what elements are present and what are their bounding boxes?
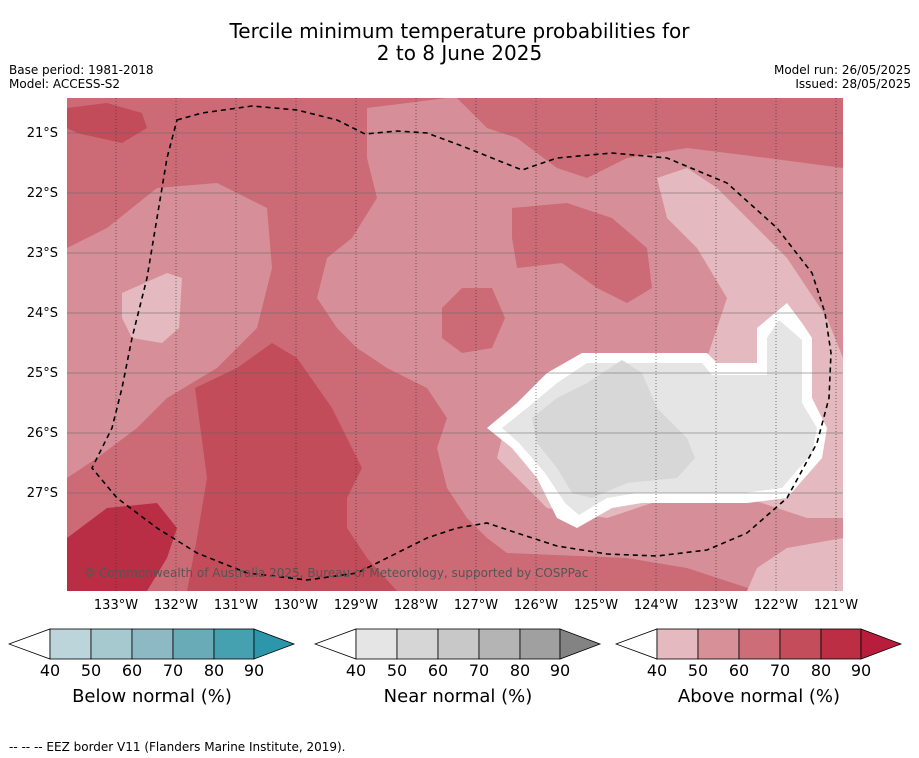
model-name: Model: ACCESS-S2 [9, 77, 121, 91]
colorbar-below-max-arrow [253, 628, 296, 660]
lon-label: 133°W [93, 598, 139, 613]
map-title: Tercile minimum temperature probabilitie… [0, 20, 919, 64]
lat-label: 25°S [26, 366, 58, 381]
lon-label: 131°W [213, 598, 259, 613]
colorbar-above-bin [779, 628, 822, 660]
field-above-40-se [747, 538, 843, 591]
colorbar-near-tick: 40 [345, 661, 367, 680]
colorbar-near-tick: 50 [386, 661, 408, 680]
colorbar-near-bin [478, 628, 521, 660]
colorbar-below-title: Below normal (%) [72, 686, 232, 707]
lat-label: 27°S [26, 486, 58, 501]
colorbar-near-tick: 80 [509, 661, 531, 680]
colorbar-above-min-arrow [615, 628, 658, 660]
colorbar-above-tick: 80 [810, 661, 832, 680]
colorbar-near-min-arrow [314, 628, 357, 660]
lat-label: 22°S [26, 186, 58, 201]
colorbar-above-max-arrow [860, 628, 903, 660]
colorbar-above-bin [697, 628, 740, 660]
colorbar-below-tick: 50 [80, 661, 102, 680]
colorbar-above-title: Above normal (%) [677, 686, 841, 707]
colorbar-near-tick: 60 [427, 661, 449, 680]
lon-label: 121°W [813, 598, 859, 613]
lon-label: 132°W [153, 598, 199, 613]
field-above-60-mid2 [442, 288, 505, 353]
colorbar-below-tick: 80 [203, 661, 225, 680]
title-line-2: 2 to 8 June 2025 [376, 41, 543, 65]
meta-left: Base period: 1981-2018 Model: ACCESS-S2 [9, 63, 154, 91]
lon-label: 124°W [633, 598, 679, 613]
lon-label: 122°W [753, 598, 799, 613]
colorbar-near-bin [355, 628, 398, 660]
colorbar-above-bin [738, 628, 781, 660]
colorbar-below-tick: 40 [39, 661, 61, 680]
colorbar-near-bin [519, 628, 561, 660]
lon-label: 128°W [393, 598, 439, 613]
meta-right: Model run: 26/05/2025 Issued: 28/05/2025 [774, 63, 911, 91]
lon-label: 126°W [513, 598, 559, 613]
title-line-1: Tercile minimum temperature probabilitie… [229, 19, 690, 43]
eez-legend-note: -- -- -- EEZ border V11 (Flanders Marine… [9, 740, 346, 754]
lon-label: 127°W [453, 598, 499, 613]
colorbar-above-tick: 70 [769, 661, 791, 680]
lon-label: 130°W [273, 598, 319, 613]
lon-label: 125°W [573, 598, 619, 613]
colorbar-above-tick: 60 [728, 661, 750, 680]
colorbar-above-bin [820, 628, 862, 660]
lat-gridlines [67, 132, 843, 494]
probability-map: © Commonwealth of Australia 2025, Bureau… [67, 98, 843, 591]
colorbar-near-bin [396, 628, 439, 660]
colorbar-near [314, 628, 602, 660]
lat-label: 23°S [26, 246, 58, 261]
eez-border [91, 105, 832, 581]
colorbar-below-tick: 60 [121, 661, 143, 680]
lon-label: 129°W [333, 598, 379, 613]
colorbar-near-title: Near normal (%) [383, 686, 533, 707]
colorbar-above [615, 628, 903, 660]
colorbar-below-bin [49, 628, 92, 660]
colorbar-near-tick: 70 [468, 661, 490, 680]
field-above-70-south [187, 343, 397, 591]
colorbar-above-tick: 90 [850, 661, 872, 680]
colorbar-below-bin [172, 628, 215, 660]
field-near-50 [532, 360, 695, 498]
colorbar-above-tick: 40 [646, 661, 668, 680]
colorbar-below-bin [131, 628, 174, 660]
colorbar-below-bin [213, 628, 255, 660]
field-above-60-topright [457, 98, 843, 178]
colorbar-below-min-arrow [8, 628, 51, 660]
lat-label: 26°S [26, 426, 58, 441]
colorbar-below-bin [90, 628, 133, 660]
base-period: Base period: 1981-2018 [9, 63, 154, 77]
colorbar-near-bin [437, 628, 480, 660]
lat-label: 21°S [26, 126, 58, 141]
colorbar-near-tick: 90 [549, 661, 571, 680]
colorbar-above-bin [656, 628, 699, 660]
colorbar-below-tick: 70 [162, 661, 184, 680]
colorbar-below [8, 628, 296, 660]
lat-label: 24°S [26, 306, 58, 321]
field-above-80-sw [67, 503, 177, 591]
issued-date: Issued: 28/05/2025 [795, 77, 911, 91]
lon-label: 123°W [693, 598, 739, 613]
colorbar-above-tick: 50 [687, 661, 709, 680]
map-svg: © Commonwealth of Australia 2025, Bureau… [67, 98, 843, 591]
colorbar-below-tick: 90 [243, 661, 265, 680]
model-run: Model run: 26/05/2025 [773, 63, 911, 77]
lon-gridlines [115, 98, 837, 591]
colorbar-near-max-arrow [559, 628, 602, 660]
copyright-text: © Commonwealth of Australia 2025, Bureau… [83, 566, 588, 580]
field-above-40-left [122, 273, 182, 343]
